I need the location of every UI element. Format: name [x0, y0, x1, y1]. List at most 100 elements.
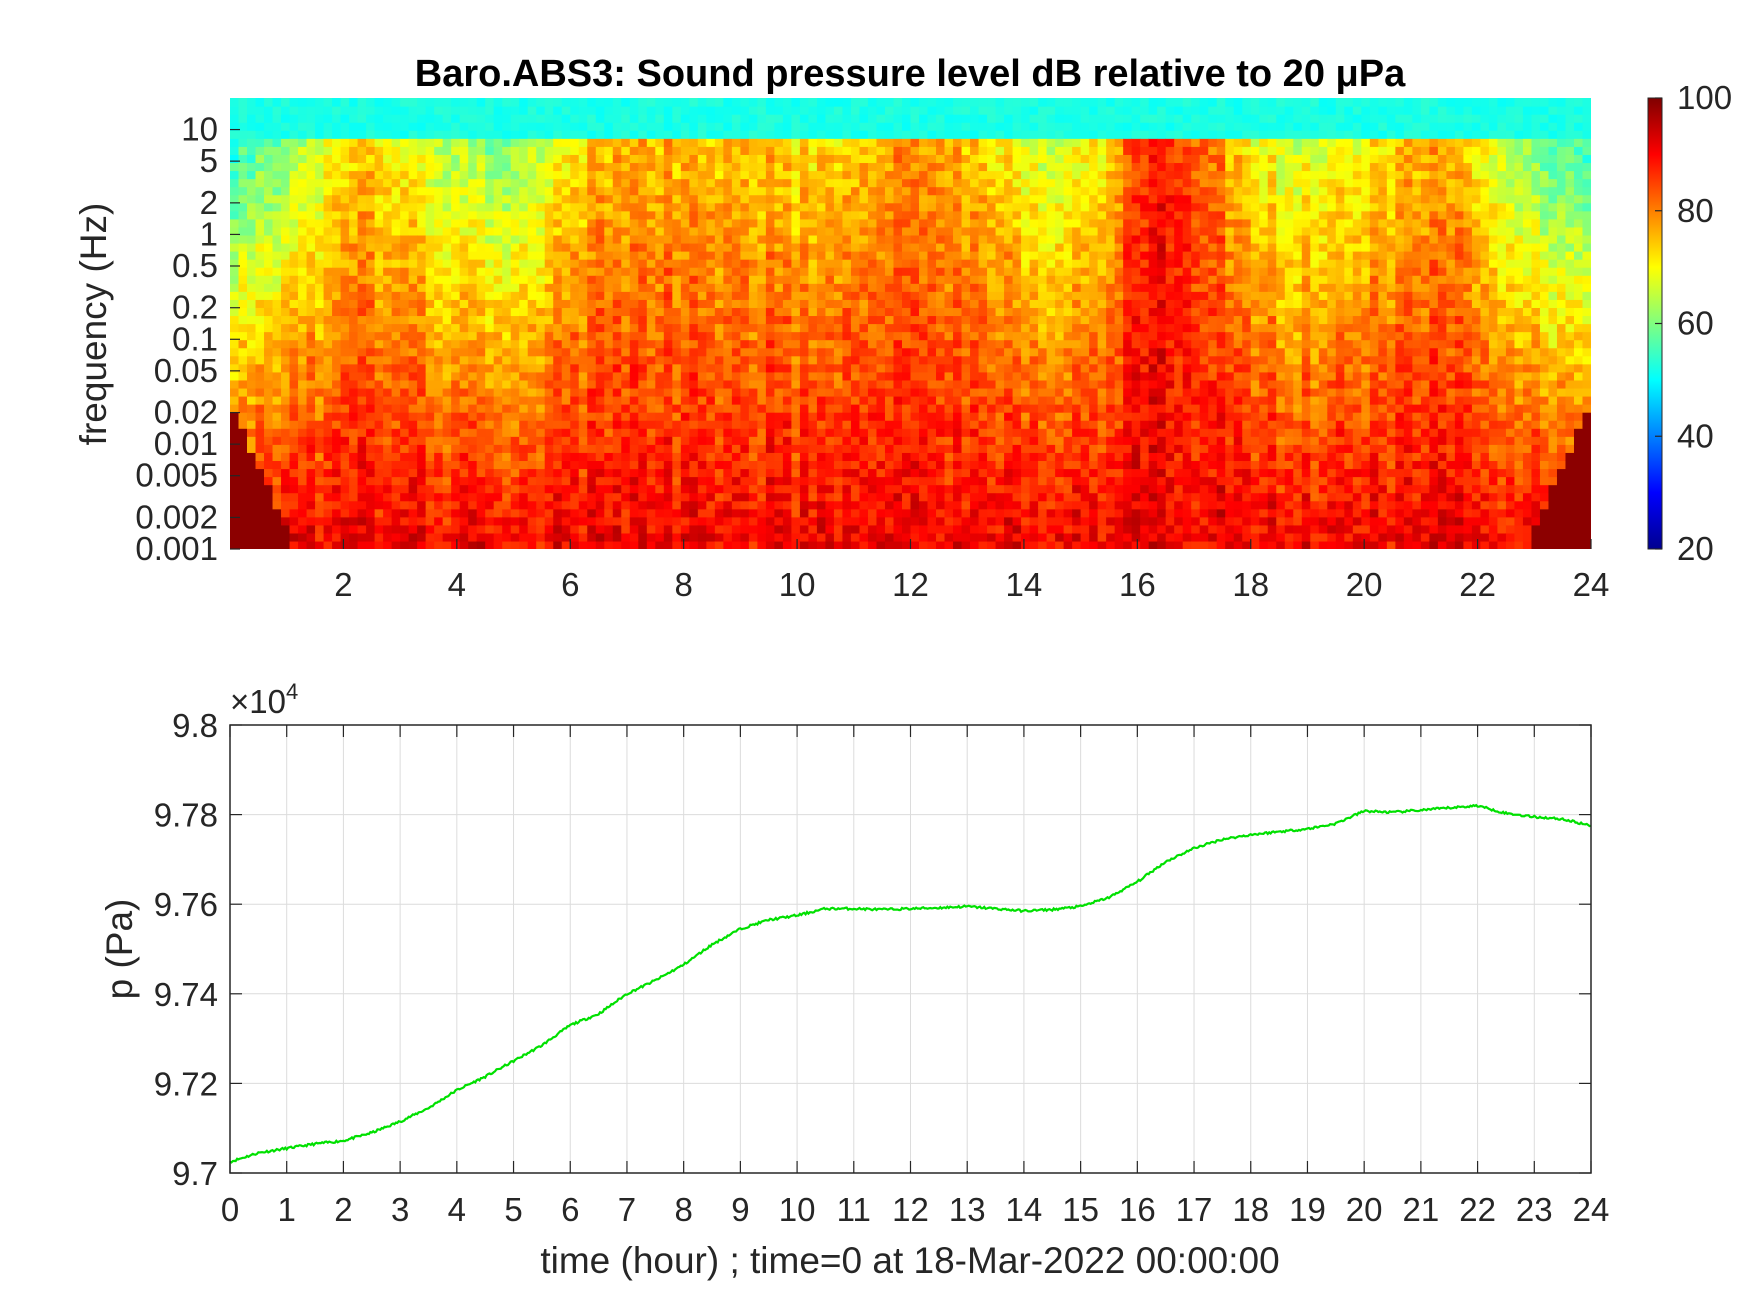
- heatmap-cell: [544, 210, 554, 220]
- heatmap-cell: [970, 162, 980, 172]
- heatmap-cell: [867, 500, 878, 510]
- heatmap-cell: [451, 218, 461, 228]
- heatmap-cell: [901, 162, 912, 172]
- heatmap-cell: [816, 251, 827, 260]
- heatmap-cell: [791, 532, 801, 542]
- heatmap-cell: [689, 379, 699, 389]
- heatmap-cell: [910, 226, 920, 236]
- heatmap-cell: [731, 114, 741, 123]
- heatmap-cell: [485, 404, 495, 413]
- heatmap-cell: [748, 331, 758, 341]
- heatmap-cell: [332, 242, 342, 252]
- heatmap-cell: [400, 170, 410, 180]
- heatmap-cell: [578, 299, 588, 308]
- heatmap-cell: [510, 114, 520, 123]
- heatmap-cell: [408, 404, 418, 413]
- heatmap-cell: [255, 452, 265, 462]
- heatmap-cell: [867, 267, 878, 276]
- heatmap-cell: [765, 323, 775, 333]
- heatmap-cell: [587, 218, 597, 228]
- heatmap-cell: [493, 452, 503, 462]
- heatmap-cell: [680, 347, 690, 357]
- heatmap-cell: [638, 291, 648, 300]
- heatmap-cell: [442, 315, 452, 325]
- heatmap-cell: [451, 468, 461, 478]
- heatmap-cell: [272, 154, 282, 164]
- heatmap-cell: [561, 259, 571, 268]
- heatmap-cell: [876, 226, 886, 236]
- heatmap-cell: [604, 404, 614, 413]
- heatmap-cell: [561, 267, 571, 276]
- heatmap-cell: [485, 242, 495, 252]
- heatmap-cell: [723, 178, 733, 188]
- heatmap-cell: [255, 114, 265, 123]
- heatmap-cell: [859, 259, 869, 268]
- heatmap-cell: [281, 178, 291, 188]
- heatmap-cell: [570, 251, 580, 260]
- heatmap-cell: [876, 186, 886, 196]
- heatmap-cell: [544, 283, 554, 292]
- heatmap-cell: [417, 130, 427, 139]
- heatmap-cell: [927, 234, 937, 244]
- heatmap-cell: [340, 436, 350, 445]
- heatmap-cell: [850, 331, 861, 341]
- heatmap-cell: [570, 291, 580, 300]
- heatmap-cell: [408, 291, 418, 300]
- heatmap-cell: [731, 259, 741, 268]
- heatmap-cell: [247, 138, 257, 147]
- heatmap-cell: [961, 355, 971, 365]
- heatmap-cell: [842, 476, 852, 486]
- heatmap-cell: [527, 234, 537, 244]
- heatmap-cell: [672, 532, 682, 542]
- heatmap-cell: [281, 323, 291, 333]
- heatmap-cell: [748, 130, 758, 139]
- heatmap-cell: [553, 291, 563, 300]
- heatmap-cell: [850, 283, 861, 292]
- heatmap-cell: [808, 275, 818, 284]
- heatmap-cell: [833, 251, 844, 260]
- heatmap-cell: [553, 226, 563, 236]
- heatmap-cell: [638, 331, 648, 341]
- heatmap-cell: [757, 291, 767, 300]
- heatmap-cell: [561, 122, 571, 131]
- heatmap-cell: [680, 234, 690, 244]
- heatmap-cell: [604, 387, 614, 397]
- heatmap-cell: [842, 242, 852, 252]
- heatmap-cell: [825, 371, 835, 381]
- heatmap-cell: [604, 154, 614, 164]
- heatmap-cell: [578, 122, 588, 131]
- heatmap-cell: [961, 259, 971, 268]
- heatmap-cell: [408, 154, 418, 164]
- heatmap-cell: [731, 283, 741, 292]
- heatmap-cell: [757, 412, 767, 421]
- heatmap-cell: [298, 242, 308, 252]
- heatmap-cell: [400, 444, 410, 453]
- heatmap-cell: [527, 275, 537, 284]
- heatmap-cell: [383, 267, 393, 276]
- heatmap-cell: [230, 122, 240, 131]
- heatmap-cell: [612, 202, 622, 212]
- heatmap-cell: [876, 291, 886, 300]
- heatmap-cell: [748, 106, 758, 115]
- heatmap-cell: [383, 524, 393, 534]
- heatmap-cell: [502, 428, 512, 437]
- heatmap-cell: [774, 186, 784, 196]
- heatmap-cell: [697, 428, 707, 437]
- heatmap-cell: [884, 210, 895, 220]
- heatmap-cell: [919, 267, 929, 276]
- heatmap-cell: [374, 130, 384, 139]
- heatmap-cell: [901, 347, 912, 357]
- heatmap-cell: [850, 275, 861, 284]
- heatmap-cell: [919, 363, 929, 373]
- heatmap-cell: [306, 106, 316, 115]
- heatmap-cell: [748, 291, 758, 300]
- heatmap-cell: [638, 106, 648, 115]
- heatmap-cell: [612, 331, 622, 341]
- heatmap-cell: [782, 371, 793, 381]
- heatmap-cell: [961, 347, 971, 357]
- heatmap-cell: [953, 363, 963, 373]
- heatmap-cell: [357, 331, 367, 341]
- heatmap-cell: [366, 114, 376, 123]
- heatmap-cell: [953, 516, 963, 526]
- heatmap-cell: [953, 331, 963, 341]
